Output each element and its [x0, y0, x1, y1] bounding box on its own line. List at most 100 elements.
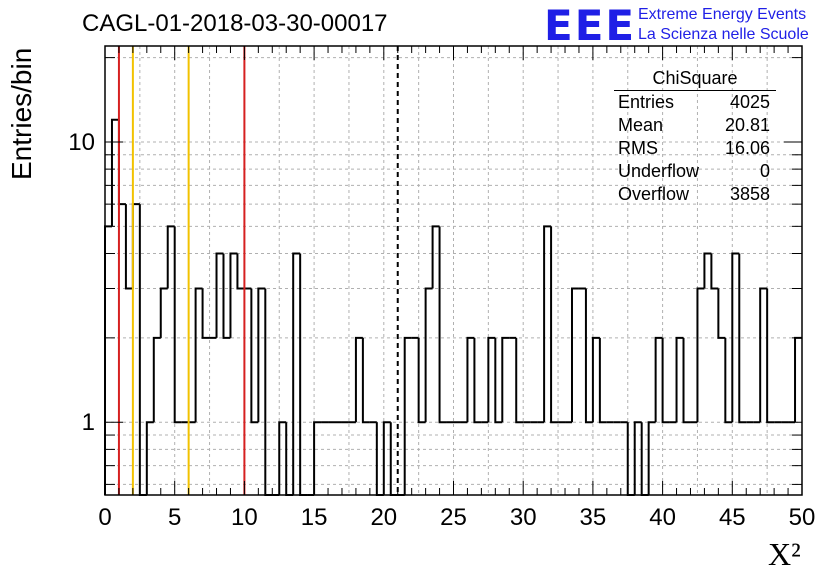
stats-value: 16.06 — [724, 138, 770, 158]
histogram-bar — [424, 287, 433, 423]
histogram-bar — [766, 288, 775, 424]
logo-line-2: La Scienza nelle Scuole — [638, 26, 809, 43]
histogram-bar — [145, 421, 154, 495]
x-tick-label: 25 — [440, 504, 467, 531]
histogram-bar — [703, 252, 712, 289]
stats-label: Overflow — [618, 184, 690, 204]
histogram-bar — [473, 337, 482, 424]
histogram-bar — [501, 336, 510, 423]
histogram-bar — [717, 288, 726, 339]
histogram-bar — [124, 204, 133, 290]
stats-box: ChiSquare Entries 4025 Mean 20.81 RMS 16… — [612, 66, 776, 206]
histogram-bar — [236, 253, 245, 290]
histogram-bar — [110, 118, 119, 227]
histogram-bar — [584, 288, 593, 424]
stats-value: 3858 — [729, 184, 770, 204]
marker-lines — [117, 46, 399, 495]
histogram-bar — [299, 253, 308, 496]
logo-line-1: Extreme Energy Events — [638, 6, 807, 23]
histogram-bar — [117, 119, 126, 206]
histogram-bar — [138, 204, 147, 496]
histogram-bar — [313, 421, 322, 495]
histogram-bar — [731, 252, 740, 423]
stats-row-underflow: Underflow 0 — [612, 160, 776, 183]
histogram-bar — [661, 337, 670, 424]
y-tick-label: 1 — [82, 409, 95, 436]
histogram-bar — [257, 287, 266, 423]
histogram-bar — [438, 226, 447, 424]
histogram-bar — [494, 337, 503, 424]
histogram-bar — [738, 253, 747, 424]
stats-value: 20.81 — [724, 115, 770, 135]
histogram-bars — [104, 118, 802, 496]
histogram-bar — [215, 252, 224, 338]
histogram-bar — [361, 337, 370, 424]
histogram-bar — [654, 336, 663, 423]
grid-lines — [104, 46, 803, 495]
stats-label: RMS — [618, 138, 658, 158]
histogram-bar — [278, 421, 287, 495]
stats-value: 0 — [759, 161, 770, 181]
histogram-bar — [131, 203, 140, 289]
x-tick-label: 30 — [510, 504, 537, 531]
x-tick-label: 15 — [301, 504, 328, 531]
histogram-bar — [403, 336, 412, 495]
x-tick-label: 10 — [231, 504, 258, 531]
histogram-bar — [250, 288, 259, 424]
histogram-bar — [543, 225, 552, 423]
histogram-bar — [598, 337, 607, 424]
histogram-bar — [487, 336, 496, 423]
x-tick-label: 40 — [649, 504, 676, 531]
axis-ticks — [104, 46, 803, 495]
histogram-bar — [466, 336, 475, 423]
histogram-bar — [382, 421, 391, 495]
stats-label: Mean — [618, 115, 664, 135]
histogram-bar — [675, 336, 684, 423]
histogram-bar — [633, 421, 642, 495]
histogram-bar — [173, 226, 182, 424]
histogram-bar — [417, 337, 426, 424]
histogram-bar — [104, 225, 112, 495]
histogram-bar — [201, 288, 210, 339]
stats-label: Underflow — [618, 161, 700, 181]
x-tick-label: 35 — [580, 504, 607, 531]
x-axis-label: X² — [768, 536, 801, 572]
histogram-bar — [550, 226, 559, 424]
tick-labels: 0 5 10 15 20 25 30 35 40 45 50 1 10 — [68, 129, 815, 531]
histogram-bar — [647, 421, 656, 495]
histogram-bar — [194, 287, 203, 423]
stats-title: ChiSquare — [614, 66, 776, 91]
stats-row-entries: Entries 4025 — [612, 91, 776, 114]
histogram-bar — [696, 287, 705, 423]
histogram-bar — [166, 225, 175, 289]
x-tick-label: 50 — [789, 504, 816, 531]
histogram-bar — [152, 336, 161, 423]
y-tick-label: 10 — [68, 129, 95, 156]
x-tick-label: 45 — [719, 504, 746, 531]
histogram-bar — [229, 252, 238, 338]
stats-row-rms: RMS 16.06 — [612, 137, 776, 160]
y-axis-label: Entries/bin — [6, 47, 37, 180]
histogram-bar — [759, 287, 768, 423]
histogram-bar — [515, 337, 524, 424]
eee-logo: EEE — [544, 1, 637, 50]
histogram-bar — [591, 336, 600, 423]
x-tick-label: 5 — [168, 504, 181, 531]
chart-title: CAGL-01-2018-03-30-00017 — [82, 10, 388, 37]
histogram-bar — [292, 252, 301, 495]
histogram-bar — [264, 288, 273, 496]
histogram-bar — [794, 336, 802, 423]
histogram-bar — [682, 337, 691, 424]
histogram-bar — [431, 225, 440, 289]
histogram-bar — [724, 337, 733, 424]
x-tick-label: 0 — [98, 504, 111, 531]
x-tick-label: 20 — [370, 504, 397, 531]
histogram-bar — [354, 336, 363, 423]
stats-value: 4025 — [729, 92, 770, 112]
stats-label: Entries — [618, 92, 675, 112]
histogram-bar — [710, 253, 719, 290]
histogram-bar — [222, 253, 231, 339]
stats-row-overflow: Overflow 3858 — [612, 183, 776, 206]
histogram-bar — [159, 287, 168, 338]
